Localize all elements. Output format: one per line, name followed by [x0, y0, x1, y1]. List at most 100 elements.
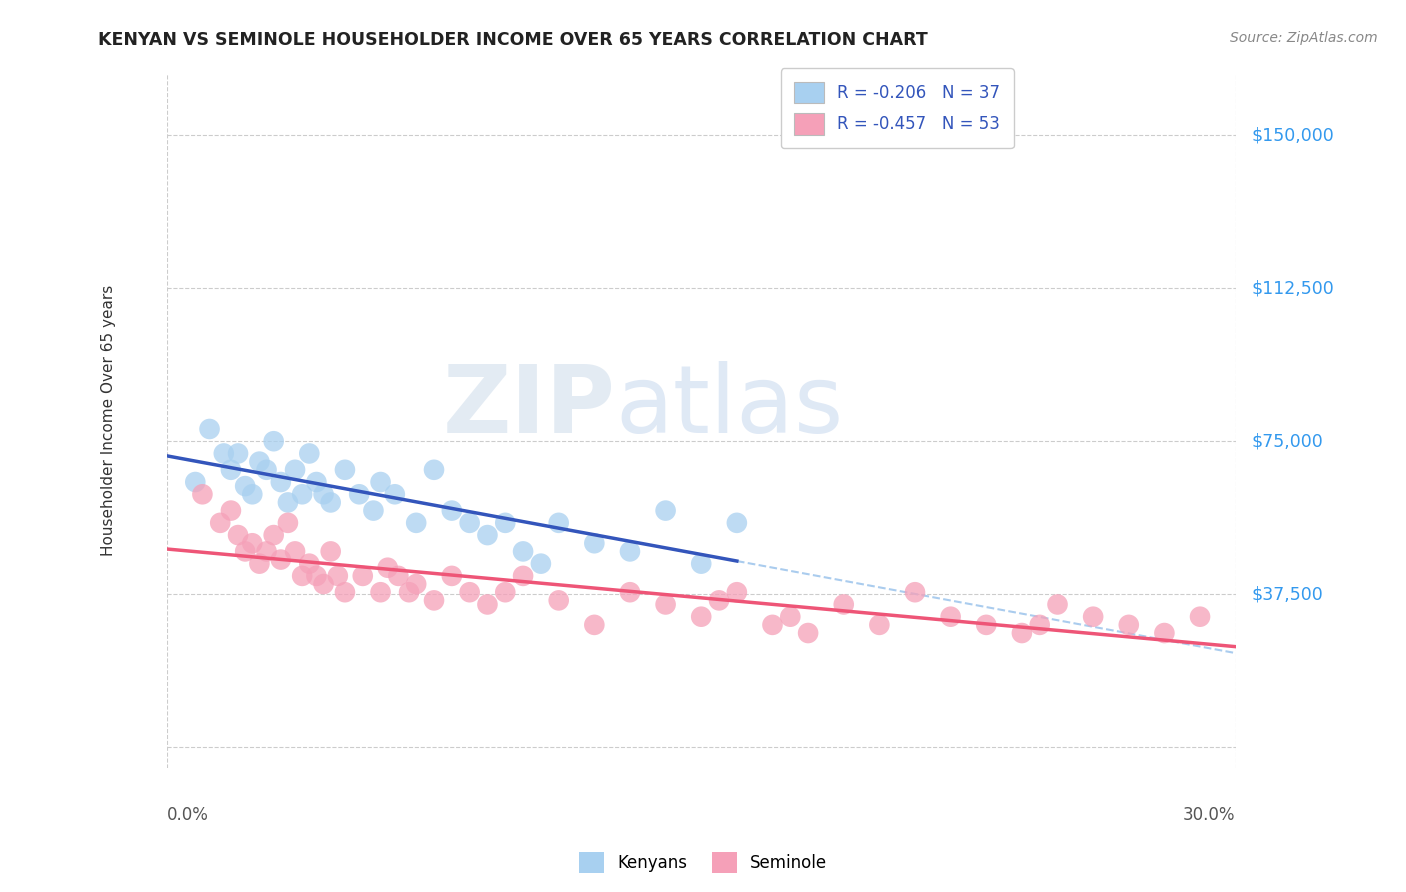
Point	[512, 569, 534, 583]
Point	[619, 585, 641, 599]
Point	[277, 516, 299, 530]
Text: Source: ZipAtlas.com: Source: ZipAtlas.com	[1230, 31, 1378, 45]
Point	[868, 618, 890, 632]
Point	[405, 516, 427, 530]
Point	[1153, 626, 1175, 640]
Point	[1189, 609, 1212, 624]
Point	[477, 528, 499, 542]
Point	[256, 463, 278, 477]
Point	[725, 516, 748, 530]
Point	[270, 552, 292, 566]
Point	[284, 544, 307, 558]
Point	[939, 609, 962, 624]
Point	[440, 503, 463, 517]
Point	[725, 585, 748, 599]
Point	[398, 585, 420, 599]
Point	[226, 528, 249, 542]
Point	[583, 618, 606, 632]
Point	[291, 487, 314, 501]
Point	[263, 528, 285, 542]
Point	[377, 560, 399, 574]
Point	[298, 557, 321, 571]
Legend: R = -0.206   N = 37, R = -0.457   N = 53: R = -0.206 N = 37, R = -0.457 N = 53	[780, 69, 1014, 148]
Point	[690, 609, 713, 624]
Legend: Kenyans, Seminole: Kenyans, Seminole	[572, 846, 834, 880]
Point	[370, 585, 392, 599]
Point	[1118, 618, 1140, 632]
Point	[440, 569, 463, 583]
Point	[319, 495, 342, 509]
Point	[761, 618, 783, 632]
Point	[233, 479, 256, 493]
Point	[1028, 618, 1050, 632]
Point	[263, 434, 285, 449]
Point	[904, 585, 927, 599]
Point	[512, 544, 534, 558]
Point	[547, 593, 569, 607]
Point	[284, 463, 307, 477]
Point	[347, 487, 370, 501]
Text: Householder Income Over 65 years: Householder Income Over 65 years	[100, 285, 115, 557]
Point	[494, 516, 516, 530]
Point	[191, 487, 214, 501]
Point	[312, 577, 335, 591]
Point	[219, 503, 242, 517]
Point	[209, 516, 232, 530]
Point	[423, 593, 446, 607]
Point	[249, 455, 271, 469]
Point	[384, 487, 406, 501]
Point	[233, 544, 256, 558]
Point	[298, 446, 321, 460]
Point	[319, 544, 342, 558]
Point	[184, 475, 207, 489]
Point	[832, 598, 855, 612]
Point	[270, 475, 292, 489]
Point	[405, 577, 427, 591]
Point	[797, 626, 820, 640]
Point	[547, 516, 569, 530]
Text: atlas: atlas	[616, 361, 844, 453]
Point	[198, 422, 221, 436]
Point	[212, 446, 235, 460]
Point	[1046, 598, 1069, 612]
Point	[423, 463, 446, 477]
Point	[363, 503, 385, 517]
Text: 30.0%: 30.0%	[1184, 805, 1236, 824]
Text: KENYAN VS SEMINOLE HOUSEHOLDER INCOME OVER 65 YEARS CORRELATION CHART: KENYAN VS SEMINOLE HOUSEHOLDER INCOME OV…	[98, 31, 928, 49]
Point	[583, 536, 606, 550]
Point	[387, 569, 409, 583]
Point	[619, 544, 641, 558]
Point	[1011, 626, 1033, 640]
Point	[707, 593, 730, 607]
Point	[305, 475, 328, 489]
Text: ZIP: ZIP	[443, 361, 616, 453]
Point	[240, 536, 263, 550]
Point	[370, 475, 392, 489]
Point	[226, 446, 249, 460]
Text: 0.0%: 0.0%	[167, 805, 208, 824]
Point	[530, 557, 553, 571]
Point	[494, 585, 516, 599]
Point	[458, 516, 481, 530]
Point	[219, 463, 242, 477]
Point	[256, 544, 278, 558]
Text: $75,000: $75,000	[1251, 433, 1323, 450]
Text: $112,500: $112,500	[1251, 279, 1334, 297]
Text: $37,500: $37,500	[1251, 585, 1323, 603]
Point	[326, 569, 349, 583]
Point	[1081, 609, 1104, 624]
Point	[249, 557, 271, 571]
Point	[654, 598, 676, 612]
Point	[974, 618, 997, 632]
Point	[690, 557, 713, 571]
Point	[291, 569, 314, 583]
Point	[333, 585, 356, 599]
Point	[654, 503, 676, 517]
Point	[477, 598, 499, 612]
Text: $150,000: $150,000	[1251, 126, 1334, 145]
Point	[277, 495, 299, 509]
Point	[240, 487, 263, 501]
Point	[312, 487, 335, 501]
Point	[352, 569, 374, 583]
Point	[458, 585, 481, 599]
